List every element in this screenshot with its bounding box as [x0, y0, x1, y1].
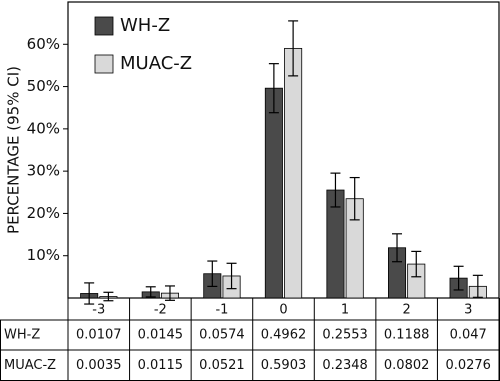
error-bar	[268, 63, 279, 114]
y-tick-label: 50%	[27, 77, 60, 95]
x-tick-label: 0	[279, 303, 287, 318]
error-bar	[207, 260, 218, 288]
x-tick-label: 2	[403, 303, 411, 318]
table-row-label: WH-Z	[4, 328, 40, 343]
error-bar	[349, 176, 360, 221]
table-cell: 0.0035	[76, 358, 122, 373]
bar	[264, 87, 283, 299]
y-tick-label: 60%	[27, 35, 60, 53]
table-row-label: MUAC-Z	[4, 358, 56, 373]
x-tick-label: 1	[341, 303, 349, 318]
error-bar	[84, 282, 95, 305]
error-bar	[288, 20, 299, 77]
legend-label: WH-Z	[120, 15, 170, 36]
table-cell: 0.2348	[322, 358, 368, 373]
bar	[284, 47, 303, 299]
error-bar	[145, 286, 156, 298]
error-bar	[392, 233, 403, 263]
y-tick-label: 20%	[27, 204, 60, 222]
error-bar	[453, 265, 464, 291]
legend-swatch	[94, 54, 114, 74]
x-tick-label: -1	[215, 303, 228, 318]
table-cell: 0.0145	[138, 328, 184, 343]
x-tick-label: 3	[464, 303, 472, 318]
x-tick-label: -3	[92, 303, 105, 318]
y-tick-label: 40%	[27, 119, 60, 137]
legend-label: MUAC-Z	[120, 53, 192, 74]
error-bar	[226, 262, 237, 290]
y-axis-label: PERCENTAGE (95% CI)	[5, 66, 23, 234]
legend-swatch	[94, 16, 114, 36]
table-cell: 0.4962	[261, 328, 307, 343]
table-cell: 0.0107	[76, 328, 122, 343]
error-bar	[330, 172, 341, 208]
table-cell: 0.0115	[138, 358, 184, 373]
table-cell: 0.0802	[384, 358, 430, 373]
error-bar	[103, 291, 114, 302]
error-bar	[472, 274, 483, 298]
table-cell: 0.5903	[261, 358, 307, 373]
table-cell: 0.1188	[384, 328, 430, 343]
error-bar	[411, 250, 422, 278]
table-cell: 0.047	[450, 328, 487, 343]
table-cell: 0.0521	[199, 358, 245, 373]
table-cell: 0.0276	[445, 358, 491, 373]
table-cell: 0.2553	[322, 328, 368, 343]
y-tick-label: 10%	[27, 246, 60, 264]
y-tick-label: 30%	[27, 162, 60, 180]
table-cell: 0.0574	[199, 328, 245, 343]
plot-frame	[67, 1, 500, 299]
x-tick-label: -2	[154, 303, 167, 318]
error-bar	[164, 285, 175, 301]
